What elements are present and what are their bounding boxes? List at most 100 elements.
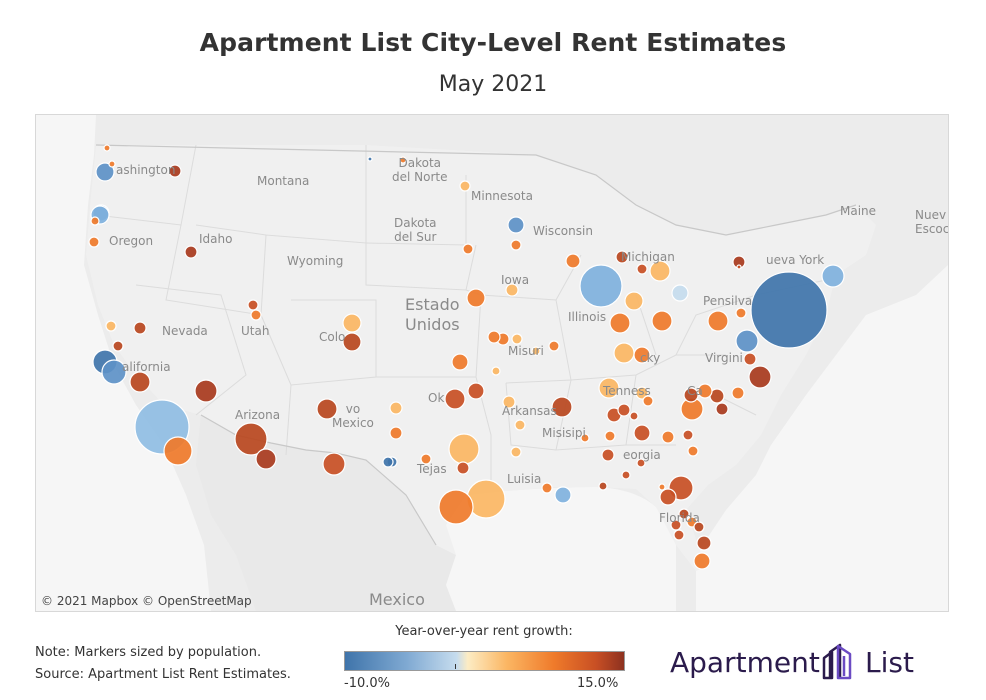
city-marker (551, 396, 573, 418)
city-marker (601, 448, 615, 462)
us-rent-map[interactable]: ashington Montana Dakota del Norte Minne… (35, 114, 949, 612)
city-marker (487, 330, 501, 344)
city-marker (636, 263, 648, 275)
city-marker (234, 422, 268, 456)
city-marker (459, 180, 471, 192)
label-nueva-escocia: Nuev Escoc (915, 208, 949, 236)
city-marker (621, 470, 631, 480)
label-nuevo-mexico: vo Mexico (332, 402, 374, 430)
city-marker (456, 461, 470, 475)
city-marker (451, 353, 469, 371)
city-marker (731, 386, 745, 400)
city-marker (438, 489, 474, 525)
label-misuri: Misuri (508, 344, 544, 358)
city-marker (316, 398, 338, 420)
city-marker (491, 366, 501, 376)
city-marker (514, 419, 526, 431)
city-marker (697, 383, 713, 399)
city-marker (633, 346, 651, 364)
label-carolina: Ca (687, 384, 703, 398)
city-marker (367, 156, 373, 162)
label-kentucky: cky (640, 351, 661, 365)
legend-zero-tick (455, 664, 456, 669)
city-marker (661, 430, 675, 444)
city-marker (615, 250, 629, 264)
label-arizona: Arizona (235, 408, 281, 422)
city-marker (735, 307, 747, 319)
label-luisiana: Luisia (507, 472, 542, 486)
label-washington: ashington (116, 163, 176, 177)
building-icon (822, 643, 852, 680)
logo-text-apartment: Apartment (670, 646, 820, 679)
city-marker (448, 433, 480, 465)
chart-title: Apartment List City-Level Rent Estimates (199, 28, 787, 57)
label-mexico: Mexico (369, 590, 425, 609)
city-marker (133, 321, 147, 335)
city-marker (112, 340, 124, 352)
city-marker (693, 521, 705, 533)
city-marker (541, 482, 553, 494)
map-attribution[interactable]: © 2021 Mapbox © OpenStreetMap (41, 594, 252, 608)
label-minnesota: Minnesota (471, 189, 533, 203)
city-marker (101, 359, 127, 385)
legend-min-label: -10.0% (344, 676, 390, 691)
city-marker (598, 377, 620, 399)
city-marker (444, 388, 466, 410)
label-georgia: eorgia (623, 448, 661, 462)
city-marker (671, 284, 689, 302)
city-marker (707, 310, 729, 332)
city-marker (554, 486, 572, 504)
city-marker (683, 387, 699, 403)
city-marker (659, 488, 677, 506)
city-marker (250, 309, 262, 321)
city-marker (735, 329, 759, 353)
city-marker (467, 382, 485, 400)
label-dakota-del-norte: Dakota del Norte (392, 156, 448, 184)
city-marker (580, 433, 590, 443)
note-markers: Note: Markers sized by population. (35, 645, 262, 660)
city-marker (342, 313, 362, 333)
map-basemap (36, 115, 948, 611)
city-marker (598, 481, 608, 491)
city-marker (579, 264, 623, 308)
label-idaho: Idaho (199, 232, 233, 246)
label-virginia: Virgini (705, 351, 743, 365)
label-oregon: Oregon (109, 234, 154, 248)
city-marker (687, 445, 699, 457)
city-marker (531, 346, 541, 356)
city-marker (129, 371, 151, 393)
city-marker (748, 365, 772, 389)
city-marker (462, 243, 474, 255)
city-marker (510, 239, 522, 251)
city-marker (502, 395, 516, 409)
city-marker (382, 456, 394, 468)
city-marker (108, 160, 116, 168)
city-marker (389, 401, 403, 415)
logo-text-list: List (865, 646, 914, 679)
city-marker (604, 430, 616, 442)
city-marker (609, 312, 631, 334)
city-marker (673, 529, 685, 541)
city-marker (507, 216, 525, 234)
label-estados-unidos: Estado Unidos (405, 295, 460, 334)
label-dakota-del-sur: Dakota del Sur (394, 216, 437, 244)
city-marker (88, 236, 100, 248)
label-montana: Montana (257, 174, 310, 188)
city-marker (105, 320, 117, 332)
label-tejas: Tejas (417, 462, 447, 476)
city-marker (750, 271, 828, 349)
city-marker (255, 448, 277, 470)
label-arkansas: Arkansas (502, 404, 557, 418)
city-marker (635, 386, 649, 400)
city-marker (247, 299, 259, 311)
label-utah: Utah (241, 324, 270, 338)
city-marker (168, 164, 182, 178)
city-marker (511, 333, 523, 345)
label-new-york: ueva York (766, 253, 825, 267)
label-wisconsin: Wisconsin (533, 224, 593, 238)
city-marker (342, 332, 362, 352)
city-marker (184, 245, 198, 259)
legend-title: Year-over-year rent growth: (395, 624, 573, 639)
city-marker (510, 446, 522, 458)
label-wyoming: Wyoming (287, 254, 344, 268)
